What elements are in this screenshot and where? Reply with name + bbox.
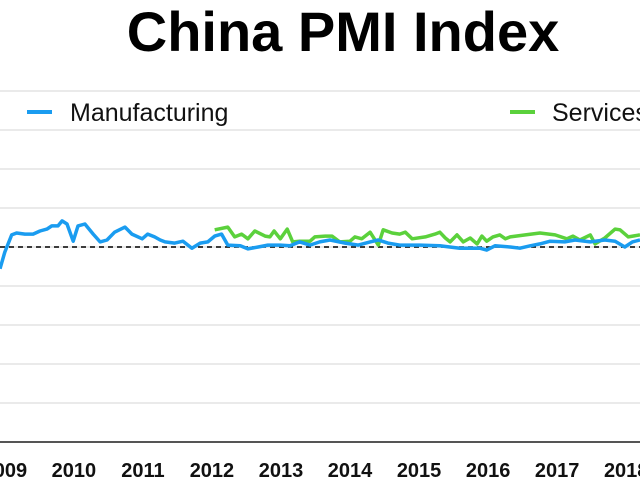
series-line-services bbox=[214, 225, 640, 247]
x-tick-labels: 2009 2010 2011 2012 2013 2014 2015 2016 2017 2018 bbox=[0, 460, 640, 480]
series-group bbox=[0, 219, 640, 270]
chart-title: China PMI Index bbox=[127, 0, 560, 63]
x-tick-label: 2018 bbox=[604, 460, 640, 480]
x-tick-label: 2011 bbox=[121, 460, 164, 480]
x-tick-label: 2015 bbox=[397, 460, 442, 480]
x-tick-label: 2014 bbox=[328, 460, 373, 480]
x-tick-label: 2013 bbox=[259, 460, 304, 480]
legend: Manufacturing Services bbox=[27, 99, 640, 127]
x-tick-label: 2009 bbox=[0, 460, 27, 480]
legend-label-manufacturing: Manufacturing bbox=[70, 99, 228, 127]
x-tick-label: 2010 bbox=[52, 460, 97, 480]
legend-label-services: Services bbox=[552, 99, 640, 127]
x-tick-label: 2017 bbox=[535, 460, 580, 480]
x-tick-label: 2016 bbox=[466, 460, 511, 480]
title-background bbox=[0, 0, 640, 60]
series-line-manufacturing bbox=[0, 219, 640, 270]
x-tick-label: 2012 bbox=[190, 460, 235, 480]
